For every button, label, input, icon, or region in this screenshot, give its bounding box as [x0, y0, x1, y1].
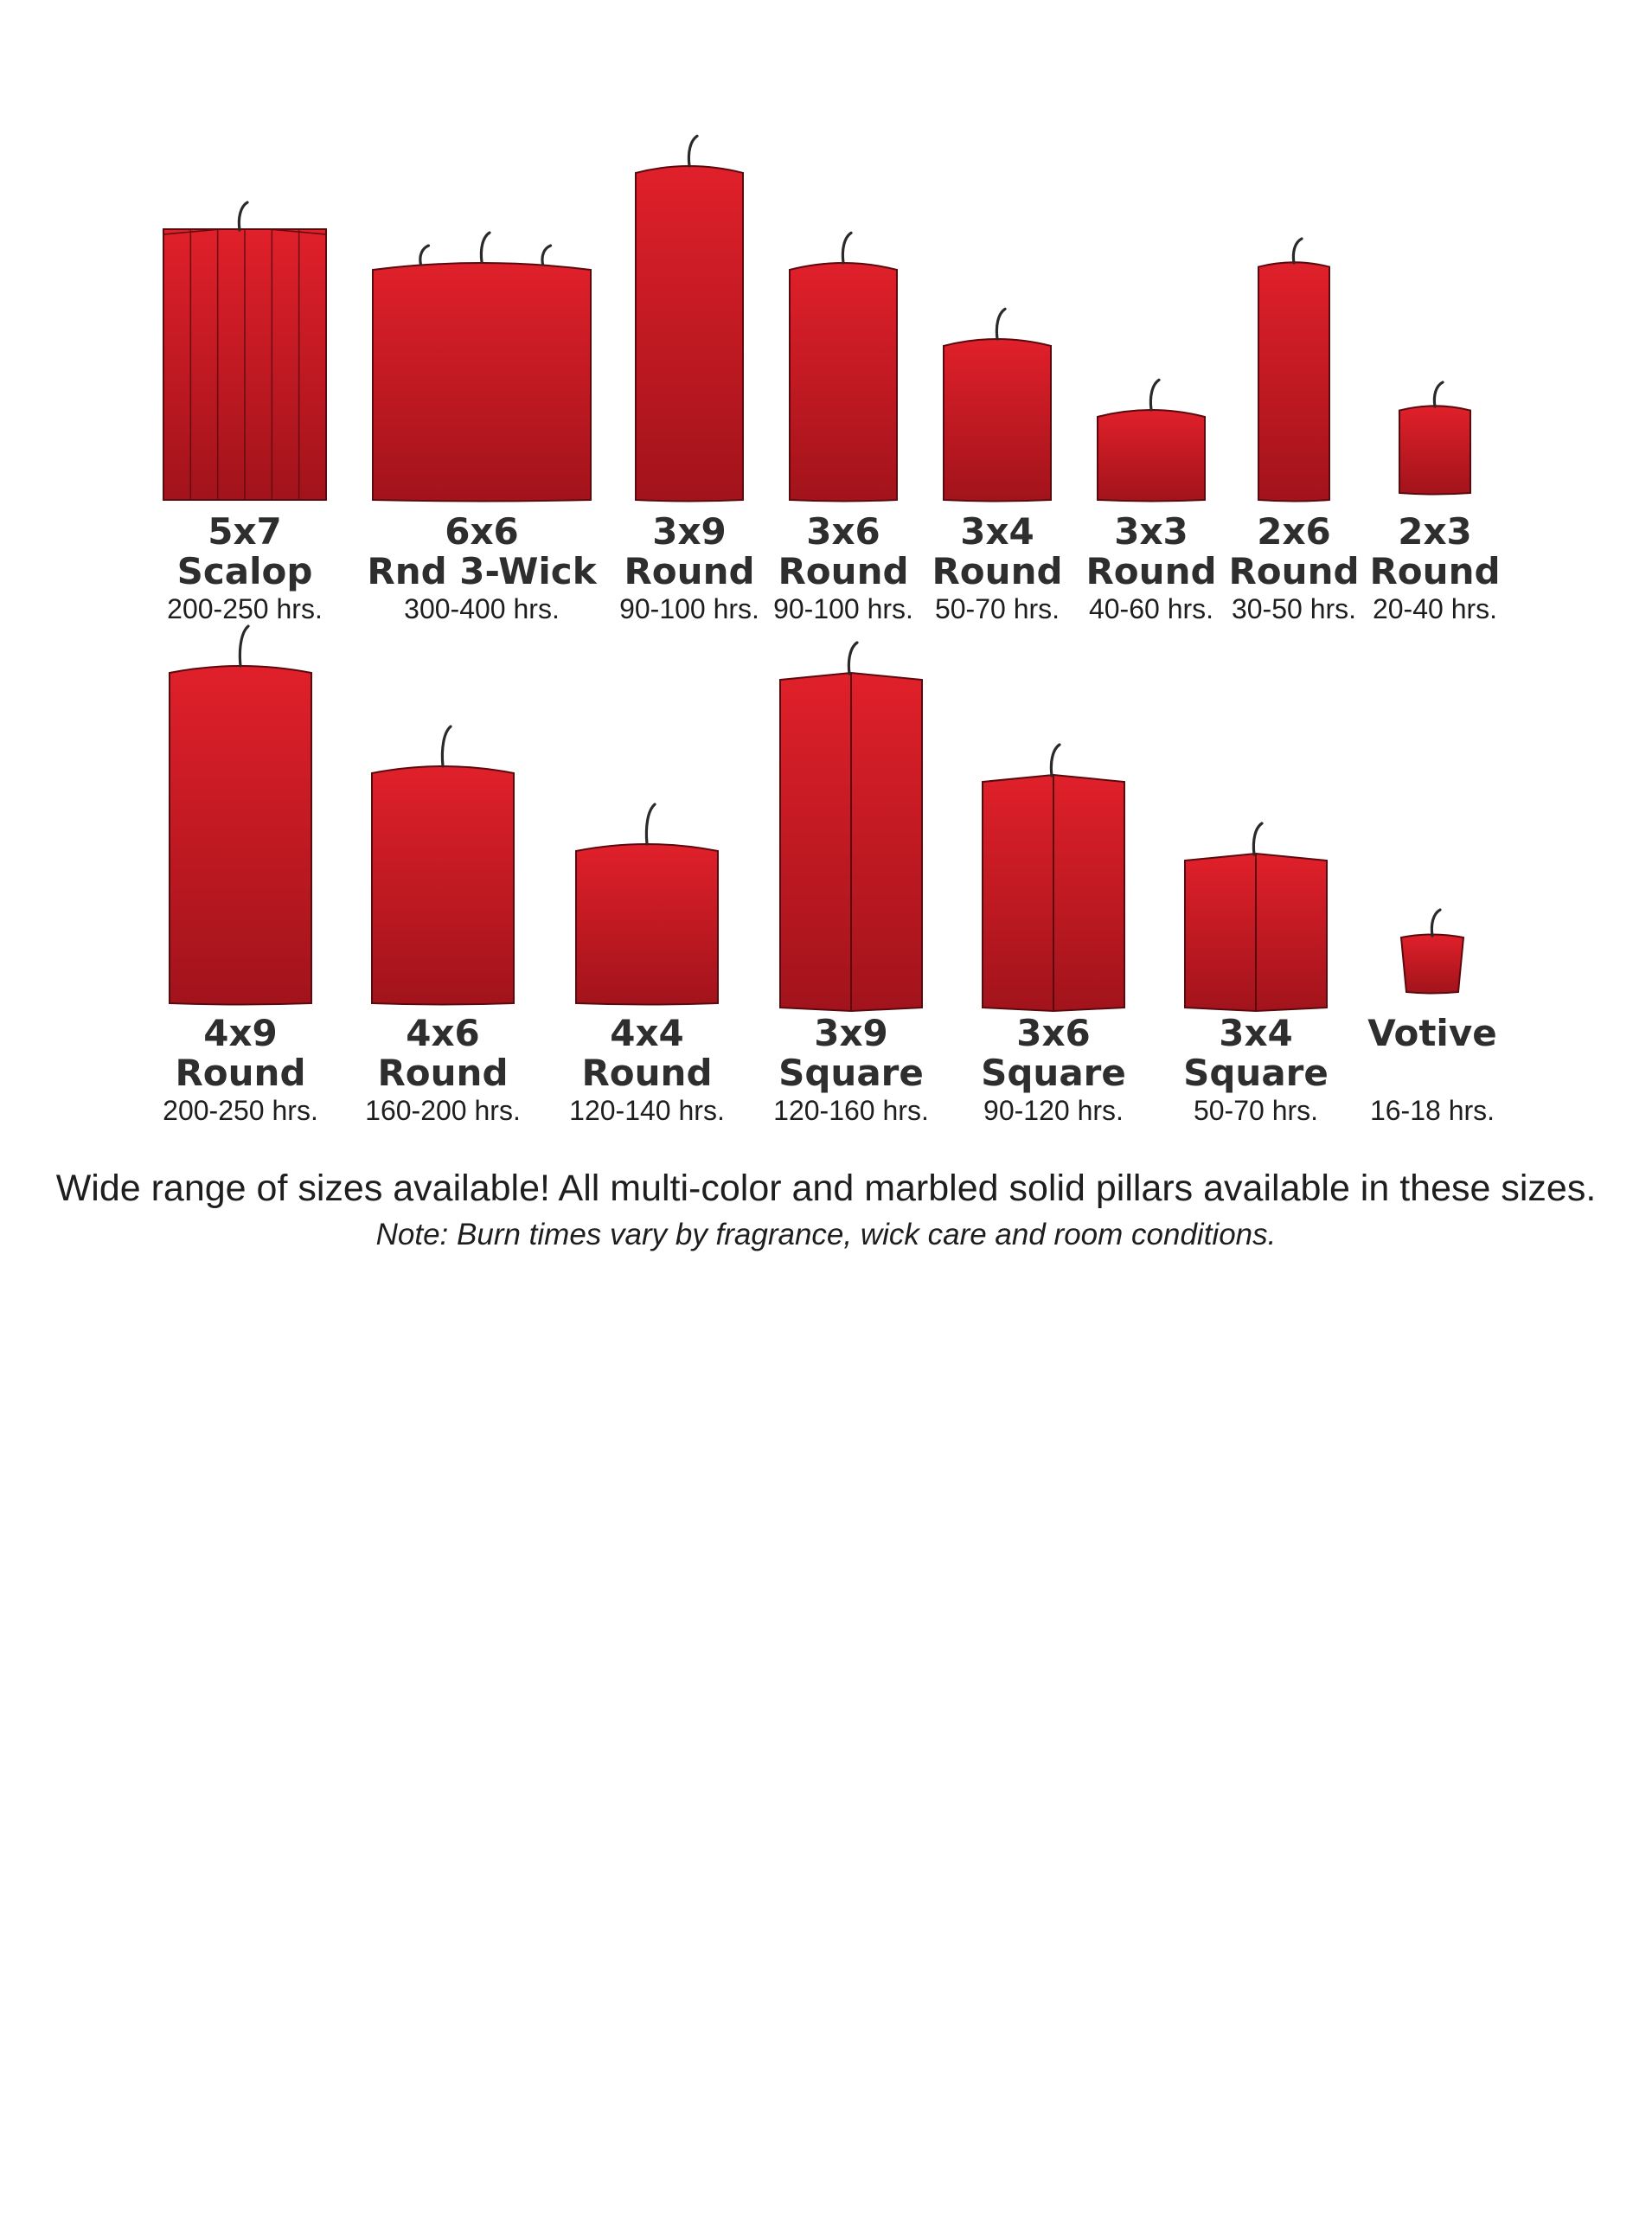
candle-size: 2x6: [1257, 510, 1331, 553]
wick-icon: [541, 244, 553, 266]
candle-size: 3x4: [960, 510, 1034, 553]
candle-shape: Square: [1183, 1052, 1329, 1094]
candle-4x4-round-icon: [575, 803, 719, 1006]
candle-size: 4x4: [610, 1012, 684, 1054]
candle-label-6x6-rnd-3-wick: 6x6 Rnd 3-Wick 300-400 hrs.: [367, 512, 596, 626]
candle-3x3-round-icon: [1097, 378, 1206, 502]
wick-icon: [1432, 381, 1444, 408]
candle-size: 6x6: [445, 510, 519, 553]
candle-burn-time: 40-60 hrs.: [1088, 593, 1214, 624]
candle-burn-time: 300-400 hrs.: [404, 593, 560, 624]
candle-size: 3x6: [1016, 1012, 1091, 1054]
candle-3x9-square-icon: [779, 641, 923, 1013]
wick-icon: [995, 307, 1007, 341]
wick-icon: [479, 231, 491, 264]
candle-2x6-round-icon: [1258, 237, 1330, 502]
candle-label-2x6-round: 2x6 Round 30-50 hrs.: [1228, 512, 1359, 626]
candle-burn-time: 200-250 hrs.: [167, 593, 323, 624]
candle-size: 3x9: [814, 1012, 888, 1054]
candle-burn-time: 90-120 hrs.: [983, 1095, 1124, 1126]
candle-burn-time: 120-140 hrs.: [569, 1095, 725, 1126]
candle-shape: Round: [624, 550, 755, 592]
candle-label-4x4-round: 4x4 Round 120-140 hrs.: [569, 1014, 725, 1128]
candle-3x4-square-icon: [1184, 822, 1328, 1013]
burn-time-note: Note: Burn times vary by fragrance, wick…: [375, 1218, 1277, 1251]
candle-label-3x9-square: 3x9 Square 120-160 hrs.: [773, 1014, 929, 1128]
candle-label-votive: Votive 16-18 hrs.: [1367, 1014, 1496, 1128]
candle-3x6-round-icon: [789, 231, 898, 502]
candle-shape: Square: [981, 1052, 1126, 1094]
candle-size: 3x3: [1114, 510, 1188, 553]
candle-label-3x9-round: 3x9 Round 90-100 hrs.: [619, 512, 759, 626]
candle-burn-time: 16-18 hrs.: [1369, 1095, 1495, 1126]
candle-3x4-round-icon: [943, 307, 1052, 502]
candle-label-3x6-round: 3x6 Round 90-100 hrs.: [773, 512, 913, 626]
candle-votive-icon: [1399, 908, 1465, 995]
candle-shape: Round: [1369, 550, 1501, 592]
candle-label-5x7-scalop: 5x7 Scalop 200-250 hrs.: [167, 512, 323, 626]
candle-size: 5x7: [208, 510, 282, 553]
candle-burn-time: 200-250 hrs.: [163, 1095, 318, 1126]
candle-shape: Votive: [1367, 1012, 1497, 1054]
wick-icon: [238, 624, 250, 668]
candle-shape: Round: [778, 550, 909, 592]
candle-burn-time: 90-100 hrs.: [619, 593, 759, 624]
candle-label-3x4-square: 3x4 Square 50-70 hrs.: [1183, 1014, 1329, 1128]
candle-size: 3x9: [652, 510, 727, 553]
wick-icon: [1149, 378, 1161, 412]
candle-shape: Square: [778, 1052, 924, 1094]
candle-label-3x4-round: 3x4 Round 50-70 hrs.: [932, 512, 1062, 626]
wick-icon: [419, 244, 431, 266]
wick-icon: [440, 725, 452, 768]
wick-icon: [1291, 237, 1303, 265]
candle-shape: Round: [581, 1052, 713, 1094]
candle-size: 3x6: [806, 510, 880, 553]
candle-size: 4x6: [406, 1012, 480, 1054]
wick-icon: [1430, 908, 1442, 937]
candle-size: 4x9: [203, 1012, 278, 1054]
candle-5x7-scalop-icon: [163, 201, 327, 501]
wick-icon: [644, 803, 656, 846]
candle-shape: Rnd 3-Wick: [367, 550, 597, 592]
candle-shape: Round: [377, 1052, 509, 1094]
candle-size: 3x4: [1219, 1012, 1293, 1054]
candle-3x9-round-icon: [635, 134, 744, 502]
candle-size: 2x3: [1398, 510, 1472, 553]
candle-shape: Scalop: [176, 550, 313, 592]
candle-label-3x6-square: 3x6 Square 90-120 hrs.: [981, 1014, 1126, 1128]
candle-shape: Round: [1228, 550, 1360, 592]
wick-icon: [237, 201, 249, 232]
candle-burn-time: 120-160 hrs.: [773, 1095, 929, 1126]
candle-burn-time: 90-100 hrs.: [773, 593, 913, 624]
candle-illustrations: [163, 134, 1471, 1013]
candle-4x9-round-icon: [169, 624, 312, 1006]
wick-icon: [847, 641, 859, 675]
candle-label-2x3-round: 2x3 Round 20-40 hrs.: [1369, 512, 1500, 626]
candle-shape: Round: [175, 1052, 306, 1094]
wick-icon: [1252, 822, 1264, 856]
candle-burn-time: 30-50 hrs.: [1231, 593, 1357, 624]
candle-burn-time: 20-40 hrs.: [1372, 593, 1498, 624]
candle-burn-time: 50-70 hrs.: [1193, 1095, 1319, 1126]
candle-6x6-rnd-3-wick-icon: [372, 231, 592, 502]
candle-4x6-round-icon: [371, 725, 515, 1006]
candle-shape: Round: [1085, 550, 1217, 592]
candle-label-4x6-round: 4x6 Round 160-200 hrs.: [365, 1014, 521, 1128]
wick-icon: [1049, 743, 1061, 777]
candle-burn-time: 50-70 hrs.: [934, 593, 1060, 624]
candle-burn-time: 160-200 hrs.: [365, 1095, 521, 1126]
candle-2x3-round-icon: [1399, 381, 1471, 496]
candle-3x6-square-icon: [982, 743, 1125, 1013]
wick-icon: [841, 231, 853, 265]
candle-shape: Round: [932, 550, 1063, 592]
candle-label-3x3-round: 3x3 Round 40-60 hrs.: [1085, 512, 1216, 626]
availability-caption: Wide range of sizes available! All multi…: [55, 1168, 1597, 1209]
wick-icon: [687, 134, 699, 168]
candle-label-4x9-round: 4x9 Round 200-250 hrs.: [163, 1014, 318, 1128]
